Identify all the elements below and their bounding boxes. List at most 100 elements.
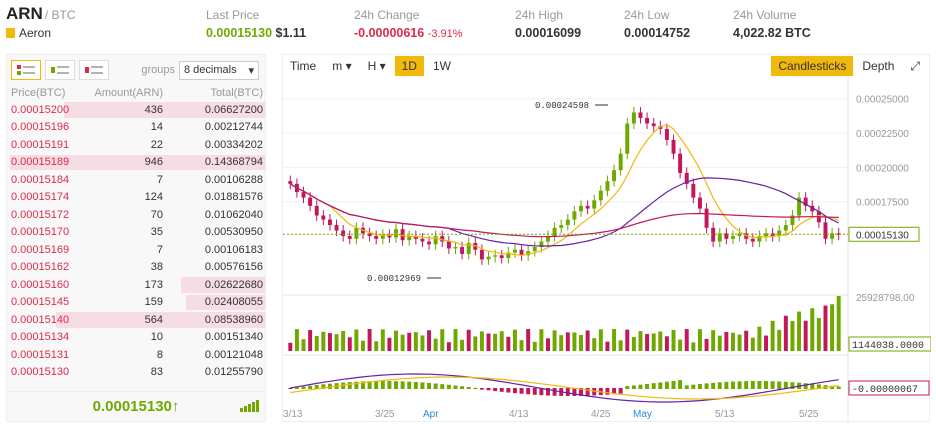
depth-bar [185, 294, 265, 310]
macd-histogram-bar [367, 381, 372, 389]
candle-body [301, 192, 306, 198]
candle-body [764, 233, 768, 237]
row-total: 0.08538960 [204, 313, 263, 326]
time-button[interactable]: Time [290, 59, 317, 73]
x-tick-label: Apr [423, 409, 439, 420]
hours-dropdown[interactable]: H ▾ [367, 59, 386, 73]
order-book: groups 8 decimals ▾ Price(BTC) Amount(ARN… [6, 54, 266, 422]
candle-body [638, 112, 643, 118]
book-row[interactable]: 0.00015170 35 0.00530950 [7, 224, 265, 242]
arrow-up-icon: ↑ [171, 398, 180, 415]
volume-bar [612, 329, 617, 351]
book-row[interactable]: 0.00015160 173 0.02622680 [7, 276, 265, 294]
candle-body [506, 252, 511, 259]
candle-body [546, 236, 550, 242]
macd-histogram-bar [374, 381, 379, 389]
x-tick-label: 3/25 [375, 409, 395, 420]
candle-body [684, 172, 689, 184]
book-row[interactable]: 0.00015130 83 0.01255790 [7, 364, 265, 382]
macd-histogram-bar [361, 381, 365, 389]
book-row[interactable]: 0.00015169 7 0.00106183 [7, 241, 265, 259]
row-price: 0.00015134 [11, 331, 70, 344]
book-row[interactable]: 0.00015172 70 0.01062040 [7, 206, 265, 224]
candle-body [433, 236, 438, 245]
candle-body [479, 249, 484, 260]
candle-body [347, 236, 352, 239]
candlesticks-button[interactable]: Candlesticks [771, 56, 854, 76]
row-total: 0.00530950 [204, 226, 263, 239]
macd-histogram-bar [651, 383, 656, 389]
volume-bar [321, 331, 326, 351]
candle-body [552, 227, 557, 237]
row-amount: 35 [150, 226, 163, 239]
volume-bar [658, 331, 663, 351]
book-row[interactable]: 0.00015131 8 0.00121048 [7, 346, 265, 364]
candle-body [539, 241, 544, 248]
price-axis-label: 0.00022500 [856, 129, 909, 140]
macd-histogram-bar [605, 388, 610, 395]
volume-bar [724, 332, 729, 351]
volume-bar [301, 339, 306, 351]
macd-histogram-bar [407, 381, 412, 389]
change-pct: -3.91% [427, 28, 463, 40]
volume-bar [625, 329, 630, 351]
groups-select[interactable]: 8 decimals ▾ [179, 60, 259, 80]
macd-histogram-bar [790, 382, 795, 389]
view-both-button[interactable] [11, 60, 41, 80]
price-chart[interactable]: Time m ▾ H ▾ 1D 1W Candlesticks Depth ⤢ … [282, 54, 931, 423]
macd-tag-text: -0.00000067 [852, 385, 918, 396]
volume-bar [460, 339, 465, 351]
candle-body [334, 225, 339, 231]
last-price-value: 0.00015130 [206, 26, 273, 40]
macd-histogram-bar [413, 381, 418, 389]
volume-bar [572, 332, 577, 351]
interval-1d-button[interactable]: 1D [394, 56, 424, 76]
row-amount: 22 [150, 138, 163, 151]
book-row[interactable]: 0.00015174 124 0.01881576 [7, 189, 265, 207]
volume-bar [526, 329, 531, 351]
macd-histogram-bar [744, 381, 749, 389]
book-row[interactable]: 0.00015196 14 0.00212744 [7, 119, 265, 137]
row-total: 0.01255790 [204, 366, 263, 379]
volume-bar [790, 320, 795, 351]
minutes-dropdown[interactable]: m ▾ [332, 59, 352, 73]
row-price: 0.00015172 [11, 208, 70, 221]
row-total: 0.00334202 [204, 138, 263, 151]
hours-label: H [367, 59, 377, 73]
volume-bar [750, 337, 755, 351]
volume-bar [651, 333, 656, 351]
candle-body [625, 123, 630, 154]
macd-histogram-bar [466, 387, 471, 389]
row-total: 0.00576156 [204, 261, 263, 274]
fullscreen-icon[interactable]: ⤢ [910, 58, 920, 73]
book-row[interactable]: 0.00015200 436 0.06627200 [7, 101, 265, 119]
volume-bar [823, 305, 828, 351]
interval-1w-button[interactable]: 1W [432, 59, 451, 73]
row-amount: 38 [150, 261, 163, 274]
high-label: 24h High [515, 8, 564, 22]
volume-bar [585, 330, 590, 351]
candle-body [559, 225, 564, 228]
depth-button[interactable]: Depth [862, 59, 895, 73]
candle-body [731, 236, 735, 239]
macd-histogram-bar [572, 388, 577, 396]
candle-body [605, 181, 610, 191]
view-asks-button[interactable] [79, 60, 109, 80]
book-row[interactable]: 0.00015134 10 0.00151340 [7, 329, 265, 347]
book-row[interactable]: 0.00015191 22 0.00334202 [7, 136, 265, 154]
candle-body [526, 251, 531, 256]
book-row[interactable]: 0.00015184 7 0.00106288 [7, 171, 265, 189]
view-bids-button[interactable] [45, 60, 75, 80]
macd-histogram-bar [440, 384, 445, 389]
book-row[interactable]: 0.00015189 946 0.14368794 [7, 154, 265, 172]
book-row[interactable]: 0.00015145 159 0.02408055 [7, 294, 265, 312]
macd-histogram-bar [532, 388, 537, 395]
groups-label: groups [141, 64, 175, 76]
last-price-usd: $1.11 [275, 26, 307, 40]
row-total: 0.06627200 [204, 103, 263, 116]
candle-body [612, 170, 617, 182]
book-row[interactable]: 0.00015140 564 0.08538960 [7, 311, 265, 329]
volume-bar [486, 333, 491, 351]
macd-histogram-bar [757, 381, 762, 389]
book-row[interactable]: 0.00015162 38 0.00576156 [7, 259, 265, 277]
